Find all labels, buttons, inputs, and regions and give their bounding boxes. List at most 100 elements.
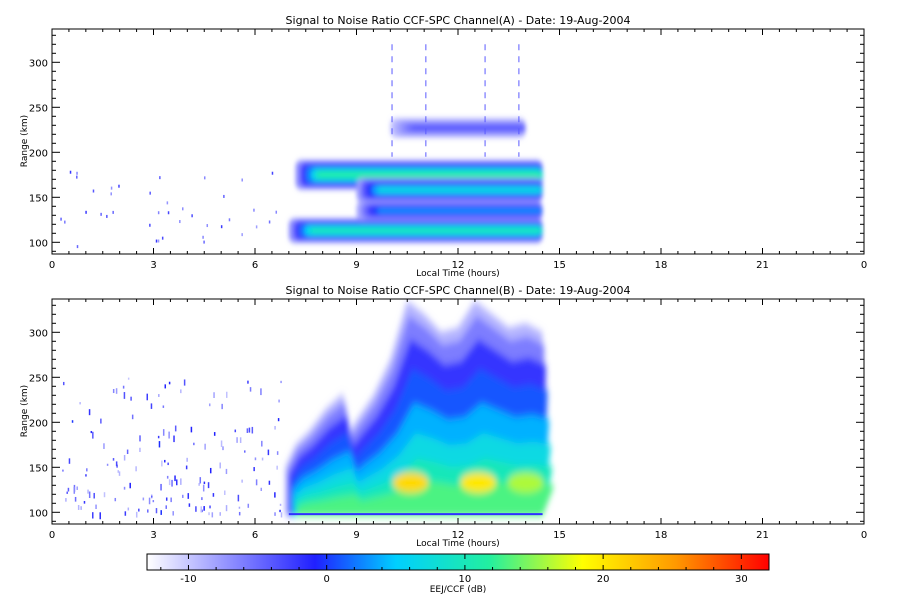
noise-point <box>187 493 190 499</box>
noise-point <box>110 192 112 196</box>
noise-point <box>280 380 282 384</box>
colorbar-tick-label: -10 <box>180 574 196 585</box>
noise-point <box>74 496 77 502</box>
noise-point <box>64 220 66 224</box>
noise-point <box>106 463 109 466</box>
y-tick-label: 100 <box>29 238 48 249</box>
noise-point <box>68 458 71 464</box>
noise-point <box>180 478 182 485</box>
noise-point <box>241 479 243 483</box>
noise-point <box>244 450 246 453</box>
noise-point <box>86 468 88 472</box>
noise-point <box>238 511 241 516</box>
noise-point <box>66 491 68 494</box>
noise-point <box>195 506 197 512</box>
noise-point <box>69 170 72 174</box>
noise-point <box>247 503 250 508</box>
noise-point <box>179 220 181 224</box>
colorbar-tick-label: 20 <box>597 574 610 585</box>
noise-point <box>100 212 102 216</box>
noise-point <box>190 426 193 433</box>
noise-point <box>201 497 203 501</box>
noise-point <box>76 171 78 175</box>
y-tick-label: 250 <box>29 373 48 384</box>
chart-a: Signal to Noise Ratio CCF-SPC Channel(A)… <box>20 14 867 279</box>
noise-point <box>267 449 270 456</box>
noise-point <box>165 497 168 501</box>
y-tick-label: 200 <box>29 418 48 429</box>
noise-point <box>114 497 117 502</box>
noise-point <box>164 384 167 389</box>
noise-point <box>159 176 161 180</box>
noise-point <box>182 207 184 211</box>
noise-point <box>212 493 215 497</box>
noise-point <box>247 380 249 384</box>
noise-point <box>239 437 242 443</box>
noise-point <box>139 435 141 442</box>
noise-point <box>204 443 206 450</box>
noise-point <box>90 430 93 434</box>
noise-point <box>182 494 184 498</box>
x-tick-label: 9 <box>353 260 359 271</box>
noise-point <box>85 474 87 477</box>
noise-point <box>160 483 162 491</box>
noise-point <box>131 414 134 420</box>
noise-point <box>123 486 126 490</box>
noise-point <box>139 447 141 453</box>
noise-point <box>248 427 251 433</box>
noise-point <box>166 201 169 205</box>
noise-point <box>158 441 161 448</box>
noise-point <box>103 443 105 449</box>
noise-point <box>237 494 240 502</box>
noise-point <box>88 409 91 416</box>
x-tick-label: 12 <box>452 530 465 541</box>
noise-point <box>198 483 200 486</box>
noise-point <box>185 465 188 470</box>
noise-point <box>180 389 182 394</box>
noise-point <box>225 391 228 398</box>
noise-point <box>79 402 81 405</box>
noise-point <box>222 446 224 451</box>
noise-point <box>150 403 153 409</box>
noise-point <box>152 500 155 503</box>
noise-point <box>213 392 215 399</box>
noise-point <box>220 440 223 447</box>
noise-point <box>260 388 262 396</box>
noise-point <box>211 512 214 518</box>
noise-point <box>220 225 223 229</box>
noise-point <box>280 512 283 518</box>
noise-point <box>77 505 80 510</box>
x-tick-label: 18 <box>655 530 668 541</box>
noise-point <box>234 429 237 433</box>
noise-point <box>170 497 172 503</box>
chart-b: Signal to Noise Ratio CCF-SPC Channel(B)… <box>20 284 867 549</box>
noise-point <box>60 217 62 221</box>
noise-point <box>93 492 95 499</box>
noise-point <box>76 245 79 249</box>
noise-point <box>228 218 231 222</box>
chart-b-title: Signal to Noise Ratio CCF-SPC Channel(B)… <box>286 284 631 297</box>
noise-point <box>103 492 106 498</box>
noise-point <box>161 236 164 240</box>
snr-band <box>315 171 543 179</box>
noise-point <box>115 461 118 467</box>
noise-point <box>88 491 91 499</box>
noise-point <box>224 490 226 495</box>
noise-point <box>274 425 276 430</box>
y-tick-label: 300 <box>29 328 48 339</box>
y-tick-label: 300 <box>29 58 48 69</box>
colorbar-label: EEJ/CCF (dB) <box>430 585 487 595</box>
y-tick-label: 150 <box>29 463 48 474</box>
noise-point <box>260 487 263 491</box>
noise-point <box>151 495 153 498</box>
noise-point <box>174 475 176 482</box>
colorbar-tick-label: 10 <box>459 574 472 585</box>
noise-point <box>106 214 108 218</box>
chart-b-heatmap <box>62 300 555 520</box>
noise-point <box>200 508 203 513</box>
y-tick-label: 250 <box>29 103 48 114</box>
noise-point <box>209 467 212 474</box>
noise-point <box>193 442 195 446</box>
noise-point <box>73 486 76 494</box>
noise-point <box>236 437 238 443</box>
